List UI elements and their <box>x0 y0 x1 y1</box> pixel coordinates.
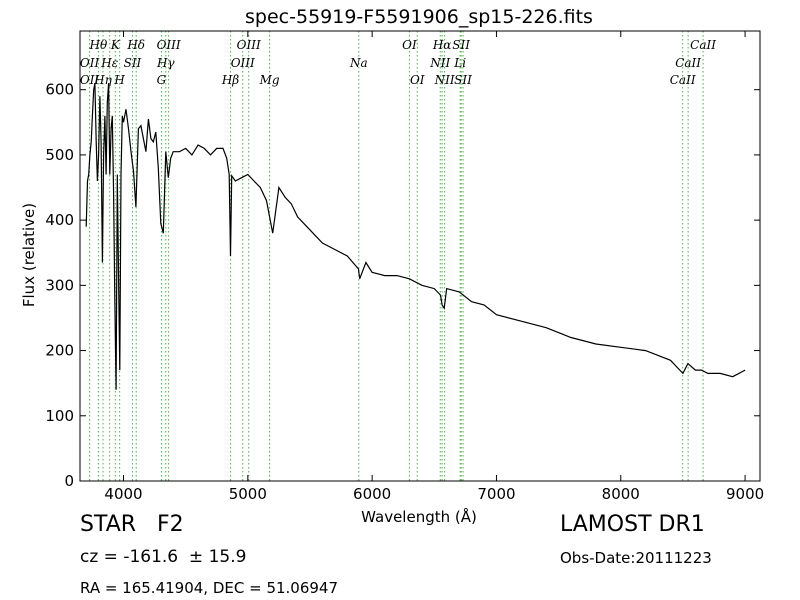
spectral-line-label: Na <box>349 56 368 70</box>
spectral-line-label: OII <box>80 56 100 70</box>
x-tick-label: 4000 <box>104 485 142 503</box>
observation-date-label: Obs-Date:20111223 <box>560 549 712 567</box>
spectral-line-label: K <box>110 38 121 52</box>
spectral-line-label: SII <box>452 38 470 52</box>
survey-label: LAMOST DR1 <box>560 512 705 537</box>
spectral-line-label: Mg <box>259 73 280 87</box>
y-tick-label: 0 <box>64 472 74 490</box>
spectral-line-markers <box>89 31 704 481</box>
spectral-line-label: SII <box>454 73 472 87</box>
coordinates-label: RA = 165.41904, DEC = 51.06947 <box>80 579 339 597</box>
spectral-line-label: CaII <box>670 73 696 87</box>
y-tick-label: 400 <box>45 211 74 229</box>
y-tick-label: 500 <box>45 146 74 164</box>
y-tick-label: 200 <box>45 342 74 360</box>
x-tick-label: 8000 <box>602 485 640 503</box>
spectral-line-label: Hγ <box>156 56 175 70</box>
x-axis: 4000 5000 6000 7000 8000 9000 <box>104 31 764 503</box>
spectral-line-label: Hδ <box>126 38 145 52</box>
spectral-line-label: NII <box>429 56 450 70</box>
x-tick-label: 7000 <box>477 485 515 503</box>
spectral-line-label: Hθ <box>89 38 108 52</box>
y-tick-label: 100 <box>45 407 74 425</box>
spectral-line-label: OIII <box>231 56 255 70</box>
spectral-line-label: Hβ <box>221 73 239 87</box>
spectral-line-label: CaII <box>690 38 716 52</box>
spectral-line-label: NII <box>434 73 455 87</box>
object-class-label: STAR F2 <box>80 512 184 537</box>
spectral-line-label: H <box>113 73 125 87</box>
y-axis: 0 100 200 300 400 500 600 <box>45 81 760 490</box>
spectral-line-label: OIII <box>237 38 261 52</box>
y-tick-label: 300 <box>45 276 74 294</box>
x-axis-label: Wavelength (Å) <box>361 507 477 526</box>
chart-title: spec-55919-F5591906_sp15-226.fits <box>245 6 593 28</box>
spectrum-series-line <box>85 83 746 390</box>
y-axis-label: Flux (relative) <box>20 203 38 307</box>
spectral-line-label: Hε <box>100 56 118 70</box>
y-tick-label: 600 <box>45 81 74 99</box>
spectral-line-label: OI <box>402 38 417 52</box>
spectral-line-label: Hη <box>93 73 112 87</box>
x-tick-label: 5000 <box>229 485 267 503</box>
x-tick-label: 9000 <box>726 485 764 503</box>
plot-frame <box>79 30 761 482</box>
spectral-line-label: Li <box>453 56 466 70</box>
spectral-line-label: OI <box>410 73 425 87</box>
spectral-line-label: SII <box>124 56 142 70</box>
spectral-line-label: Hα <box>432 38 452 52</box>
redshift-label: cz = -161.6 ± 15.9 <box>80 547 247 567</box>
spectral-line-label: CaII <box>675 56 701 70</box>
x-tick-label: 6000 <box>353 485 391 503</box>
spectral-line-label: G <box>157 73 167 87</box>
spectral-line-label: OIII <box>157 38 181 52</box>
